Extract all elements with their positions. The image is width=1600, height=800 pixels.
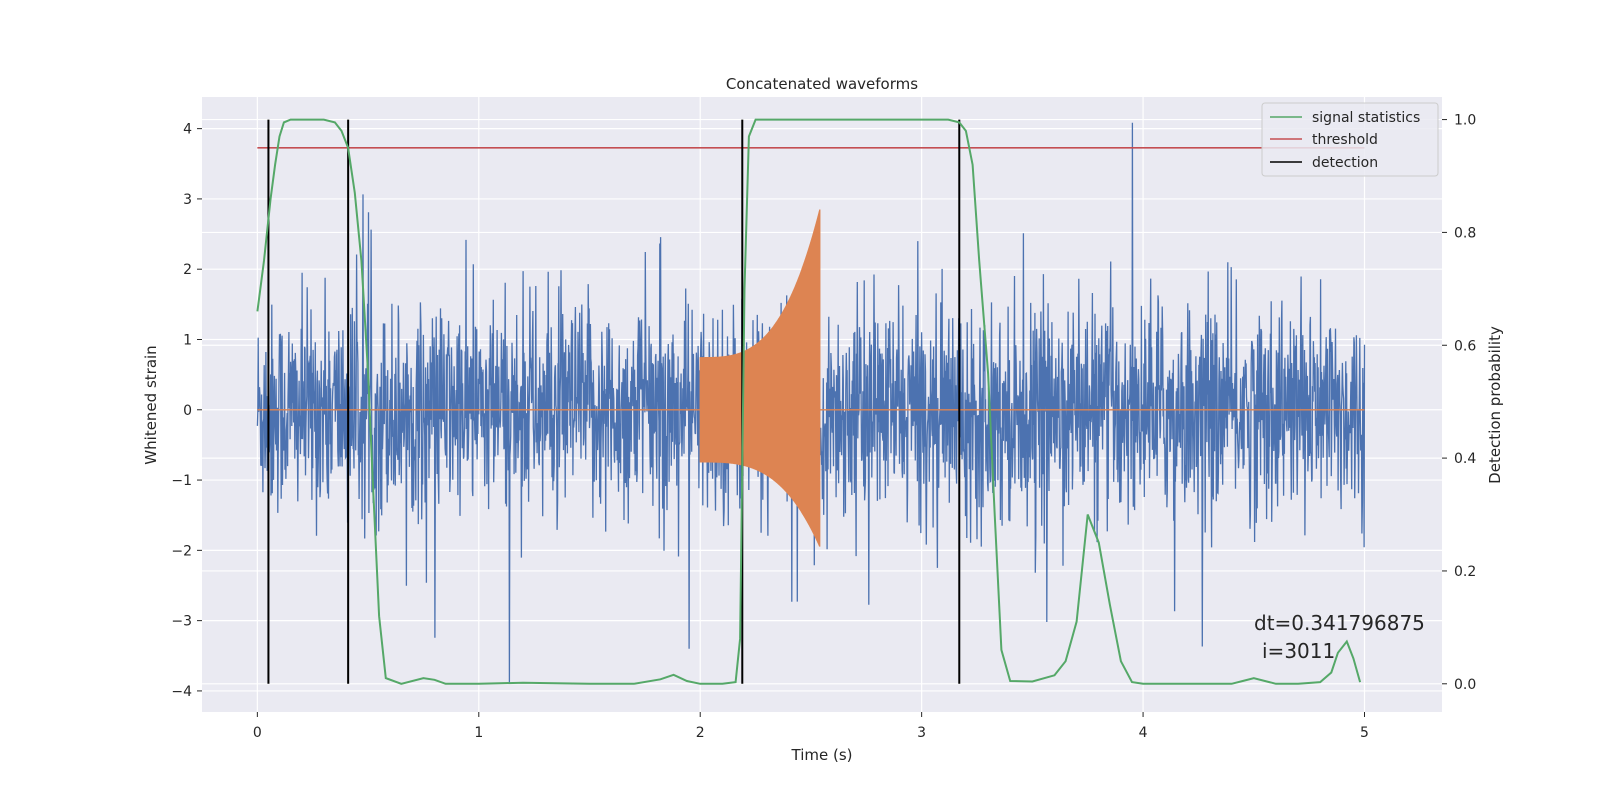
- x-axis-label: Time (s): [791, 746, 853, 764]
- series-signal-statistics-line: [256, 118, 1362, 685]
- x-tick-label: 3: [917, 725, 926, 741]
- legend-label-signal-statistics: signal statistics: [1312, 110, 1420, 126]
- chart-title: Concatenated waveforms: [726, 75, 918, 93]
- annotation-dt: dt=0.341796875: [1254, 611, 1425, 635]
- y-tick-labels: −4 −3 −2 −1 0 1 2 3 4: [171, 122, 202, 700]
- legend-label-detection: detection: [1312, 155, 1378, 171]
- x-tick-label: 5: [1360, 725, 1369, 741]
- annotation-i: i=3011: [1262, 639, 1335, 663]
- y-right-tick-label: 1.0: [1454, 113, 1476, 129]
- y-axis-label: Whitened strain: [142, 345, 160, 464]
- y-tick-label: −1: [171, 473, 192, 489]
- y-right-axis-label: Detection probability: [1486, 326, 1504, 484]
- y-tick-label: 2: [183, 262, 192, 278]
- x-tick-label: 0: [253, 725, 262, 741]
- x-tick-labels: 0 1 2 3 4 5: [253, 712, 1369, 741]
- y-tick-label: −4: [171, 684, 192, 700]
- y-right-tick-label: 0.0: [1454, 677, 1476, 693]
- legend-label-threshold: threshold: [1312, 132, 1378, 148]
- y-tick-label: 1: [183, 332, 192, 348]
- legend-box: [1261, 102, 1439, 177]
- x-tick-label: 4: [1139, 725, 1148, 741]
- x-tick-label: 2: [696, 725, 705, 741]
- series-layer: [256, 118, 1366, 685]
- y-right-tick-label: 0.6: [1454, 338, 1476, 354]
- y-right-tick-label: 0.8: [1454, 225, 1476, 241]
- y-tick-label: −3: [171, 614, 192, 630]
- x-tick-label: 1: [474, 725, 483, 741]
- annotations: dt=0.341796875 i=3011: [1254, 611, 1425, 663]
- legend: signal statistics threshold detection: [1261, 102, 1439, 177]
- y-tick-label: 3: [183, 192, 192, 208]
- y-tick-label: 4: [183, 122, 192, 138]
- series-chirp-line: [257, 209, 1365, 547]
- y-right-tick-labels: 0.0 0.2 0.4 0.6 0.8 1.0: [1442, 113, 1476, 693]
- y-right-tick-label: 0.4: [1454, 451, 1476, 467]
- y-right-tick-label: 0.2: [1454, 564, 1476, 580]
- y-tick-label: −2: [171, 543, 192, 559]
- y-tick-label: 0: [183, 403, 192, 419]
